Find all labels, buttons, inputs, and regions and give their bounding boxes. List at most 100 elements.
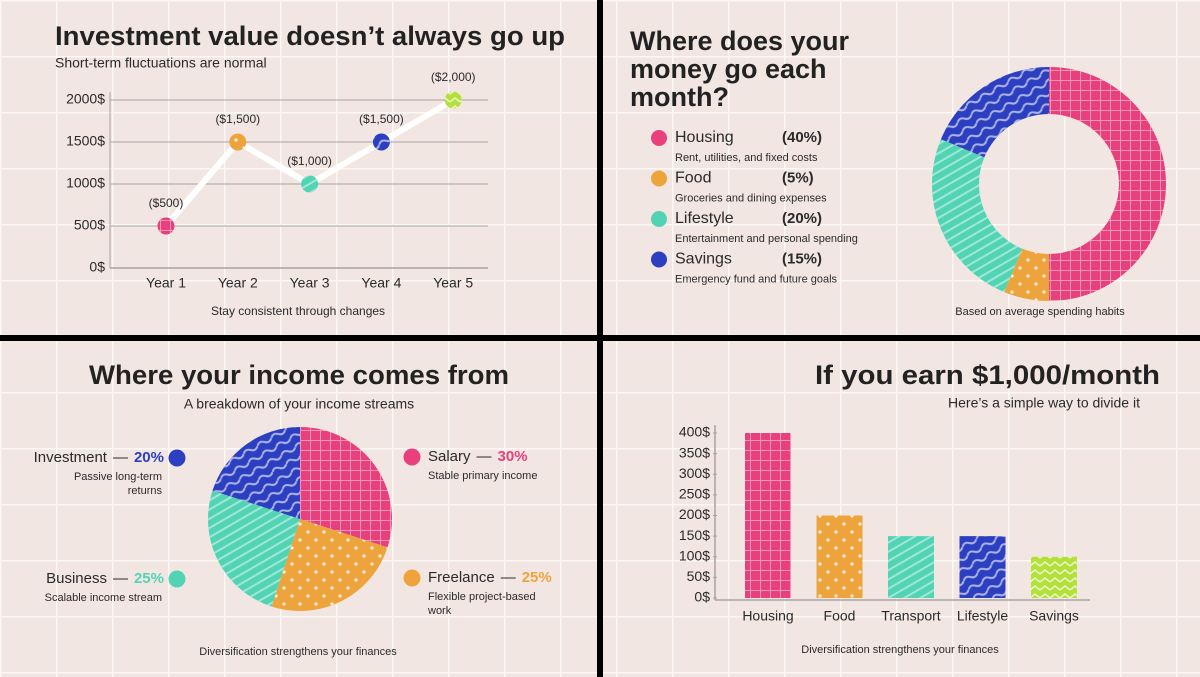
- legend-marker: [651, 130, 667, 146]
- legend-marker: [403, 569, 421, 587]
- legend-description: Emergency fund and future goals: [675, 273, 838, 285]
- legend-label: Freelance — 25%: [428, 569, 552, 586]
- legend-value: (40%): [782, 129, 822, 146]
- y-tick-label: 400$: [679, 424, 710, 440]
- slice-texture: [300, 427, 392, 548]
- bar-texture: [1031, 556, 1077, 598]
- legend-description: Passive long-term returns: [74, 471, 163, 497]
- legend-value: 25%: [134, 570, 164, 587]
- y-tick-label: 200$: [679, 506, 710, 522]
- chart-title: Investment value doesn’t always go up: [55, 21, 565, 51]
- legend-label: Savings: [675, 251, 732, 268]
- legend-label: Food: [675, 170, 711, 187]
- chart-subtitle: Short-term fluctuations are normal: [55, 55, 267, 71]
- legend-value: 30%: [498, 448, 528, 465]
- legend-name: Investment: [34, 449, 108, 466]
- legend-separator: —: [477, 448, 492, 465]
- legend-value: (15%): [782, 250, 822, 267]
- bar-texture: [816, 515, 863, 598]
- y-tick-label: 1000$: [66, 175, 105, 191]
- x-tick-label: Year 1: [146, 275, 186, 291]
- legend-description: Scalable income stream: [45, 592, 162, 604]
- y-tick-label: 2000$: [66, 91, 105, 107]
- legend-label: Business — 25%: [46, 570, 164, 587]
- value-label: ($1,500): [359, 112, 404, 126]
- legend-name: Salary: [428, 448, 471, 465]
- y-tick-label: 100$: [679, 547, 710, 563]
- footnote: Based on average spending habits: [955, 306, 1125, 318]
- chart-subtitle: A breakdown of your income streams: [184, 396, 414, 412]
- legend-marker: [651, 251, 667, 268]
- legend-value: (20%): [782, 210, 822, 227]
- y-tick-label: 500$: [74, 217, 105, 233]
- legend-label: Salary — 30%: [428, 448, 528, 465]
- x-tick-label: Housing: [742, 608, 793, 624]
- slice-texture: [271, 519, 388, 611]
- x-tick-label: Year 3: [290, 275, 330, 291]
- legend-value: 25%: [522, 569, 552, 586]
- y-tick-label: 1500$: [66, 133, 105, 149]
- legend-marker: [168, 449, 186, 467]
- y-tick-label: 250$: [679, 486, 710, 502]
- value-label: ($500): [149, 196, 184, 210]
- bar-texture: [745, 433, 791, 598]
- legend-separator: —: [113, 449, 128, 466]
- segment-texture: [940, 67, 1049, 158]
- chart-title: If you earn $1,000/month: [815, 360, 1160, 390]
- y-tick-label: 0$: [694, 589, 710, 605]
- x-tick-label: Food: [824, 608, 856, 624]
- legend-marker: [403, 448, 421, 466]
- bar-texture: [959, 536, 1006, 598]
- footnote: Diversification strengthens your finance…: [801, 644, 999, 656]
- slice-texture: [208, 490, 300, 607]
- point-texture: [372, 133, 390, 151]
- x-tick-label: Year 2: [218, 275, 258, 291]
- bar-texture: [888, 536, 934, 598]
- value-label: ($1,000): [287, 154, 332, 168]
- legend-marker: [651, 170, 667, 187]
- x-tick-label: Transport: [881, 608, 941, 624]
- x-tick-label: Lifestyle: [957, 608, 1009, 624]
- y-tick-label: 150$: [679, 527, 710, 543]
- legend-description: Entertainment and personal spending: [675, 233, 858, 245]
- legend-marker: [651, 211, 667, 227]
- legend-marker: [168, 570, 186, 588]
- panel: [603, 341, 1200, 677]
- legend-name: Business: [46, 570, 107, 587]
- legend-label: Investment — 20%: [34, 449, 164, 466]
- x-tick-label: Year 4: [361, 275, 401, 291]
- chart-title: Where your income comes from: [89, 360, 509, 390]
- point-texture: [229, 133, 247, 151]
- legend-description: Groceries and dining expenses: [675, 192, 827, 204]
- y-tick-label: 350$: [679, 444, 710, 460]
- value-label: ($2,000): [431, 70, 476, 84]
- chart-title: Where does your money go each month?: [630, 26, 850, 112]
- segment-texture: [931, 139, 1023, 293]
- slice-texture: [212, 427, 300, 519]
- point-texture: [157, 217, 175, 235]
- legend-description: Rent, utilities, and fixed costs: [675, 152, 818, 164]
- legend-description: Flexible project-based work: [427, 591, 536, 617]
- legend-value: (5%): [782, 169, 814, 186]
- legend-label: Housing: [675, 129, 734, 146]
- panel: [0, 0, 597, 335]
- y-tick-label: 0$: [89, 259, 105, 275]
- value-label: ($1,500): [215, 112, 260, 126]
- y-tick-label: 50$: [687, 568, 711, 584]
- footnote: Stay consistent through changes: [211, 304, 385, 318]
- legend-description: Stable primary income: [428, 470, 537, 482]
- footnote: Diversification strengthens your finance…: [199, 646, 397, 658]
- y-tick-label: 300$: [679, 465, 710, 481]
- segment-texture: [1004, 248, 1049, 301]
- legend-name: Freelance: [428, 569, 495, 586]
- x-tick-label: Year 5: [433, 275, 473, 291]
- point-texture: [444, 91, 462, 109]
- point-texture: [301, 175, 319, 193]
- legend-separator: —: [501, 569, 516, 586]
- legend-value: 20%: [134, 449, 164, 466]
- legend-label: Lifestyle: [675, 210, 734, 227]
- x-tick-label: Savings: [1029, 608, 1079, 624]
- segment-texture: [1049, 67, 1166, 301]
